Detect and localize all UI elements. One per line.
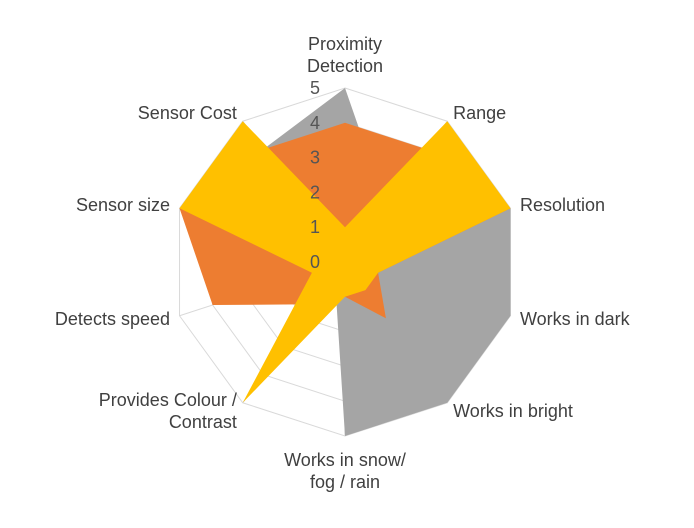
category-label-4: Works in dark: [520, 309, 631, 329]
category-label-6: Works in snow/fog / rain: [284, 450, 406, 492]
category-label-9: Sensor size: [76, 195, 170, 215]
category-labels: Proximity Detection Range Resolution Works i…: [55, 34, 631, 492]
category-label-5: Works in bright: [453, 401, 573, 421]
category-label-8: Detects speed: [55, 309, 170, 329]
category-label-3: Resolution: [520, 195, 605, 215]
category-label-7: Provides Colour / Contrast: [99, 390, 237, 432]
category-label-10: Sensor Cost: [138, 103, 237, 123]
tick-label-3: 3: [310, 148, 320, 168]
tick-label-1: 1: [310, 217, 320, 237]
radar-series: [179, 88, 511, 436]
category-label-1: Proximity Detection: [307, 34, 383, 76]
category-label-2: Range: [453, 103, 506, 123]
tick-label-4: 4: [310, 113, 320, 133]
tick-label-0: 0: [310, 252, 320, 272]
tick-label-5: 5: [310, 78, 320, 98]
series-area-3: [179, 121, 511, 403]
tick-label-2: 2: [310, 182, 320, 202]
radial-tick-labels: 0 1 2 3 4 5: [310, 78, 320, 272]
